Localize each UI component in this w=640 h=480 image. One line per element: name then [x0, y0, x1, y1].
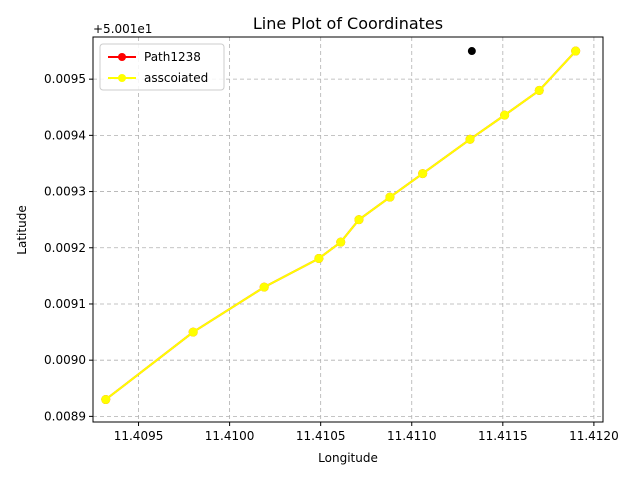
legend: Path1238 asscoiated — [99, 43, 225, 91]
extra-point — [467, 47, 476, 56]
legend-swatch-marker — [118, 74, 126, 82]
data-point — [188, 327, 198, 337]
data-series — [101, 46, 581, 405]
x-tick-label: 11.4105 — [296, 429, 346, 443]
plot-frame — [92, 36, 604, 423]
y-tick-label: 0.0092 — [44, 241, 86, 255]
y-offset-label: +5.001e1 — [93, 22, 152, 36]
x-tick-label: 11.4100 — [205, 429, 255, 443]
data-point — [336, 237, 346, 247]
y-tick-label: 0.0089 — [44, 409, 86, 423]
x-tick-label: 11.4120 — [569, 429, 619, 443]
legend-swatch-marker — [118, 53, 126, 61]
x-axis-label: Longitude — [318, 451, 378, 465]
data-point — [385, 192, 395, 202]
data-point — [465, 134, 475, 144]
legend-label: asscoiated — [144, 71, 208, 85]
data-point — [418, 169, 428, 179]
data-point — [314, 253, 324, 263]
series-line — [105, 50, 577, 401]
legend-label: Path1238 — [144, 50, 201, 64]
grid-lines — [93, 37, 603, 422]
x-tick-label: 11.4110 — [387, 429, 437, 443]
data-point — [101, 395, 111, 405]
x-tick-label: 11.4115 — [478, 429, 528, 443]
y-tick-label: 0.0093 — [44, 185, 86, 199]
data-point — [354, 215, 364, 225]
y-tick-label: 0.0094 — [44, 128, 86, 142]
x-tick-label: 11.4095 — [114, 429, 164, 443]
axis-ticks: 11.4095 11.4100 11.4105 11.4110 11.4115 11.41… — [44, 72, 619, 443]
y-tick-label: 0.0090 — [44, 353, 86, 367]
data-point — [571, 46, 581, 56]
y-tick-label: 0.0091 — [44, 297, 86, 311]
data-point — [259, 282, 269, 292]
chart-title: Line Plot of Coordinates — [253, 14, 443, 33]
data-point — [500, 110, 510, 120]
data-point — [534, 85, 544, 95]
y-tick-label: 0.0095 — [44, 72, 86, 86]
y-axis-label: Latitude — [15, 205, 29, 254]
